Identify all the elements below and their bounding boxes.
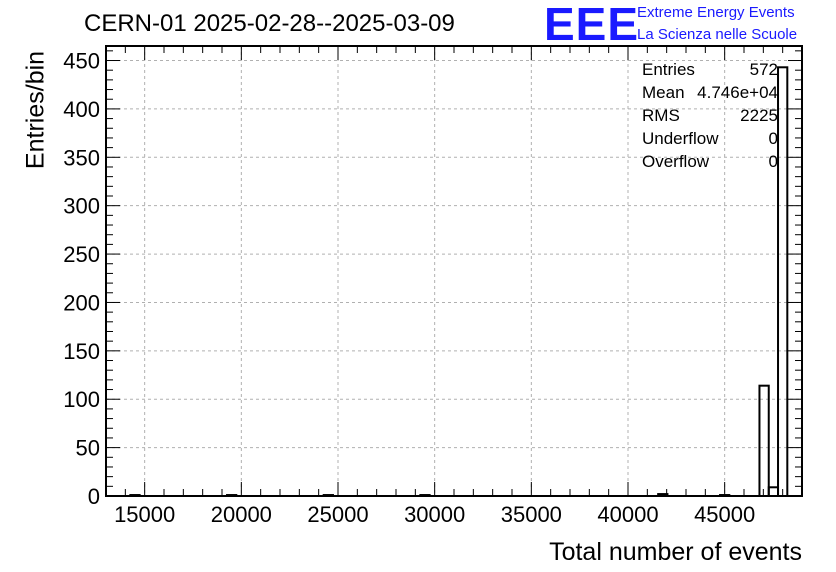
stat-rms-label: RMS bbox=[642, 106, 680, 125]
grid-lines bbox=[106, 46, 802, 496]
y-tick-label: 200 bbox=[63, 290, 100, 315]
stat-mean-label: Mean bbox=[642, 83, 685, 102]
axis-ticks bbox=[105, 46, 803, 497]
logo-line-1: Extreme Energy Events bbox=[637, 4, 795, 21]
histogram-bin bbox=[767, 486, 780, 497]
x-axis-title: Total number of events bbox=[549, 538, 802, 566]
x-tick-label: 15000 bbox=[114, 502, 175, 527]
chart-title: CERN-01 2025-02-28--2025-03-09 bbox=[84, 10, 455, 37]
y-tick-label: 150 bbox=[63, 339, 100, 364]
y-tick-label: 400 bbox=[63, 97, 100, 122]
stat-entries-value: 572 bbox=[749, 60, 778, 79]
y-tick-label: 450 bbox=[63, 49, 100, 74]
tick-labels: 15000 20000 25000 30000 35000 40000 45000 0 50 10… bbox=[63, 49, 755, 527]
histogram-bin bbox=[777, 66, 789, 498]
y-axis-title: Entries/bin bbox=[21, 50, 50, 170]
stat-entries-label: Entries bbox=[642, 60, 695, 79]
eee-logo-mark: EEE bbox=[544, 0, 640, 50]
stat-overflow-value: 0 bbox=[768, 152, 778, 171]
plot-frame bbox=[105, 45, 803, 497]
x-tick-label: 40000 bbox=[597, 502, 658, 527]
stat-overflow-label: Overflow bbox=[642, 152, 710, 171]
stat-rms-value: 2225 bbox=[740, 106, 778, 125]
y-tick-label: 50 bbox=[76, 436, 100, 461]
x-tick-label: 30000 bbox=[404, 502, 465, 527]
stat-mean-value: 4.746e+04 bbox=[697, 83, 778, 102]
y-tick-label: 100 bbox=[63, 387, 100, 412]
x-tick-label: 35000 bbox=[501, 502, 562, 527]
histogram-bin bbox=[758, 384, 770, 498]
x-tick-label: 45000 bbox=[694, 502, 755, 527]
x-tick-label: 20000 bbox=[211, 502, 272, 527]
stat-underflow-label: Underflow bbox=[642, 129, 719, 148]
y-tick-label: 300 bbox=[63, 194, 100, 219]
x-tick-label: 25000 bbox=[307, 502, 368, 527]
y-tick-label: 0 bbox=[88, 484, 100, 509]
stat-underflow-value: 0 bbox=[768, 129, 778, 148]
logo-line-2: La Scienza nelle Scuole bbox=[637, 26, 798, 43]
y-tick-label: 350 bbox=[63, 145, 100, 170]
y-tick-label: 250 bbox=[63, 242, 100, 267]
